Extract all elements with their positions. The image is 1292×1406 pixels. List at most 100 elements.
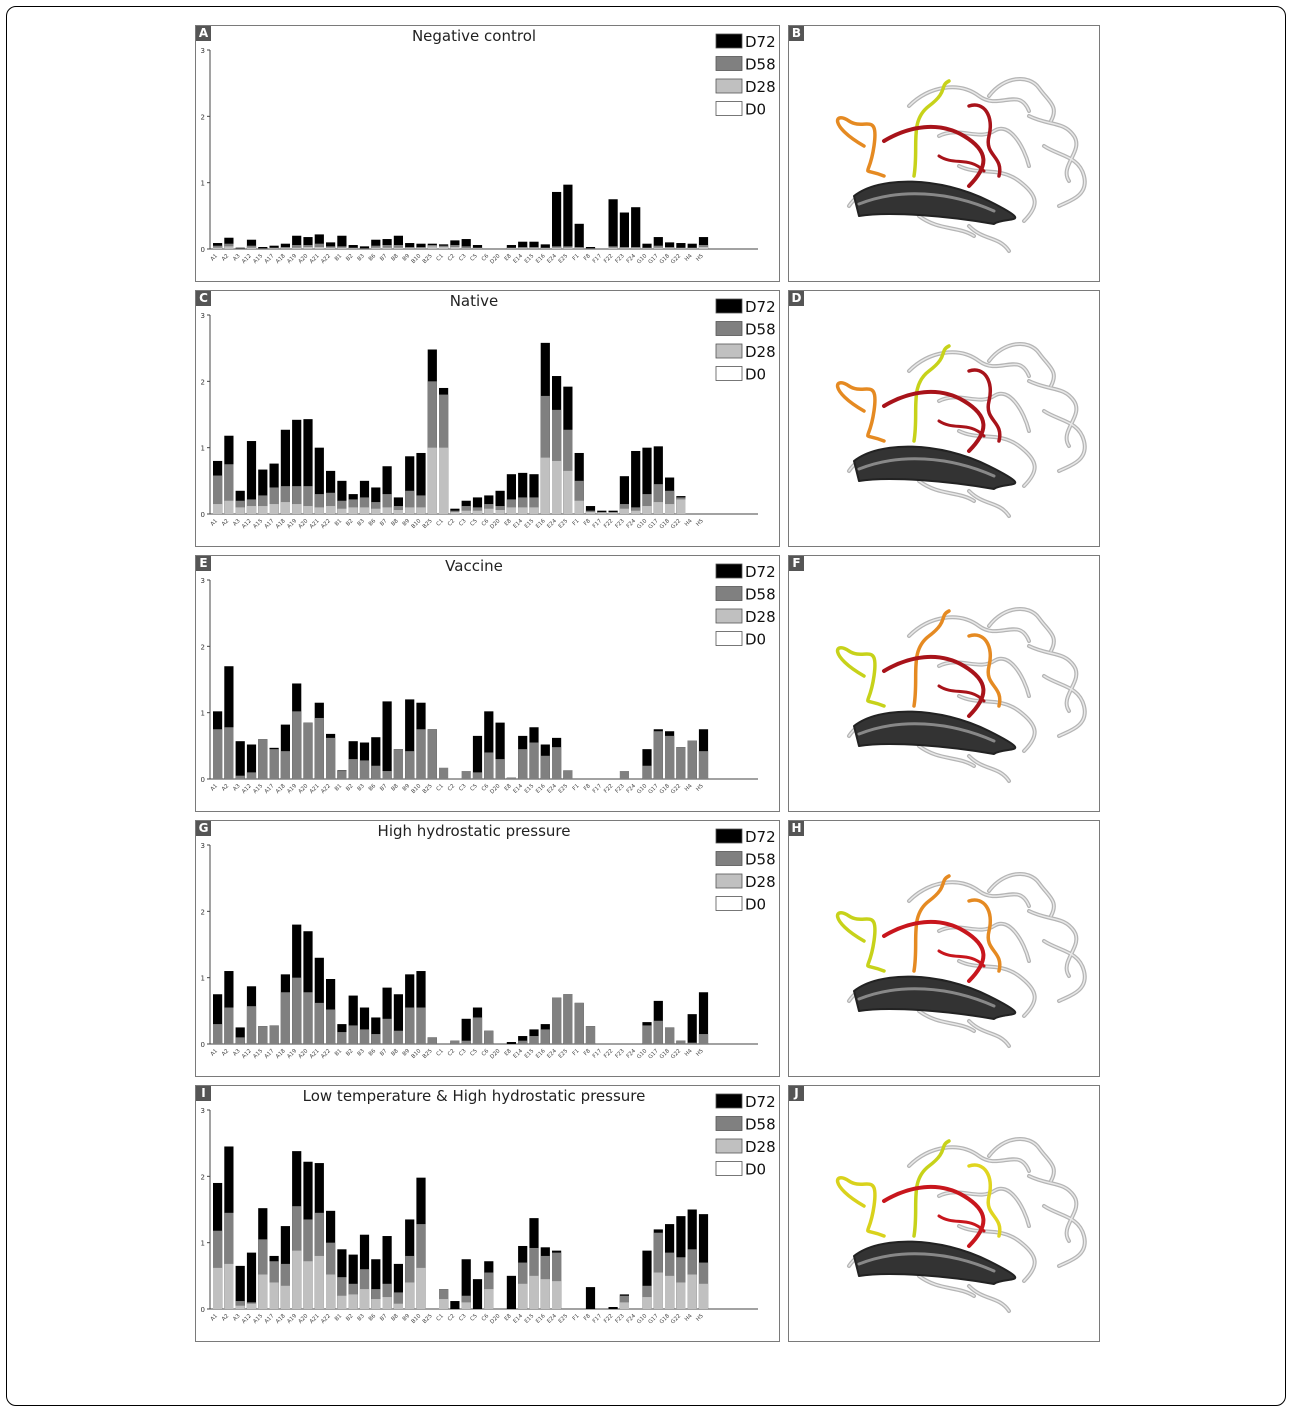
bar-d58 (235, 1037, 245, 1044)
x-tick-label: B2 (345, 518, 354, 527)
bar-d28 (563, 470, 573, 514)
bar-d72 (518, 241, 528, 249)
bar-d58 (269, 487, 279, 514)
bar-d72 (371, 487, 381, 514)
bar-d72 (382, 987, 392, 1044)
bar-d72 (235, 1265, 245, 1309)
bar-d58 (439, 1289, 449, 1309)
bar-d58 (314, 243, 324, 249)
x-tick-label: D20 (489, 1048, 502, 1061)
x-tick-label: B2 (345, 783, 354, 792)
bar-d28 (665, 1275, 675, 1309)
bar-d58 (280, 486, 290, 514)
bar-d58 (382, 1018, 392, 1044)
x-tick-label: A3 (232, 518, 242, 528)
x-tick-label: B6 (368, 1313, 378, 1323)
bar-d28 (540, 248, 550, 249)
legend-swatch-d0 (715, 631, 743, 646)
bar-d28 (472, 510, 483, 514)
y-tick-label: 2 (201, 378, 205, 386)
bar-d28 (224, 1263, 234, 1309)
bar-d58 (326, 492, 336, 514)
bar-d72 (314, 234, 324, 249)
x-tick-label: B8 (390, 1313, 400, 1323)
x-tick-label: B2 (345, 1313, 354, 1322)
bar-d72 (213, 994, 223, 1044)
x-tick-label: E25 (558, 1048, 570, 1060)
bar-d72 (314, 957, 324, 1044)
bar-d58 (563, 770, 573, 779)
x-tick-label: B10 (411, 783, 423, 795)
x-tick-label: A20 (298, 783, 310, 795)
bar-d28 (314, 247, 324, 249)
bar-d72 (653, 446, 663, 514)
x-tick-label: F17 (592, 1048, 604, 1060)
y-tick-label: 2 (201, 1173, 205, 1181)
x-tick-label: F1 (572, 1313, 581, 1322)
bar-d72 (416, 452, 426, 514)
x-tick-label: F24 (626, 1048, 638, 1060)
chart-title: Low temperature & High hydrostatic press… (303, 1087, 646, 1105)
x-tick-label: C1 (436, 253, 445, 262)
chart-panel-e: E Vaccine 0 1 2 3 A1 A2 A3 A12 A15 A17 A18 A19 A20 A21… (195, 555, 780, 812)
x-tick-label: C1 (436, 518, 445, 527)
bar-d58 (529, 497, 539, 514)
x-tick-label: B8 (390, 783, 400, 793)
x-tick-label: A18 (275, 253, 287, 265)
x-tick-label: G18 (659, 518, 672, 531)
bar-d58 (529, 1036, 539, 1044)
x-tick-label: A19 (286, 518, 298, 530)
x-tick-label: E8 (504, 1048, 514, 1058)
bar-d58 (552, 747, 562, 779)
legend-swatch-d28 (715, 1138, 743, 1154)
x-tick-label: A15 (252, 1313, 264, 1325)
x-tick-label: C2 (447, 1048, 456, 1057)
x-tick-label: G10 (636, 1313, 649, 1326)
bar-d28 (619, 1302, 629, 1309)
legend-label: D72 (745, 563, 776, 581)
x-tick-label: E25 (558, 253, 570, 265)
x-tick-label: A20 (298, 253, 310, 265)
legend-label: D72 (745, 828, 776, 846)
bar-d28 (653, 502, 663, 514)
bar-d28 (382, 247, 392, 249)
bar-d28 (246, 506, 257, 514)
y-tick-label: 1 (201, 180, 205, 188)
x-tick-label: A17 (264, 1313, 276, 1325)
bar-d28 (326, 247, 336, 249)
protein-structure-image (835, 871, 1087, 1048)
legend-swatch-d72 (715, 828, 743, 844)
bar-d28 (269, 504, 279, 514)
y-tick-label: 2 (201, 908, 205, 916)
bar-d28 (619, 248, 629, 249)
x-tick-label: F23 (614, 1313, 626, 1325)
x-tick-label: C5 (469, 518, 479, 528)
bar-d72 (348, 1254, 358, 1309)
bar-d28 (292, 504, 302, 514)
chart-low-temp-high-pressure: Low temperature & High hydrostatic press… (201, 1087, 776, 1326)
bar-d58 (653, 731, 663, 779)
bar-d28 (642, 506, 652, 514)
x-tick-label: B10 (411, 253, 423, 265)
bar-d28 (529, 507, 539, 514)
bar-d28 (314, 1255, 324, 1309)
x-tick-label: E24 (546, 1313, 558, 1325)
bar-d28 (665, 504, 675, 514)
x-tick-label: B25 (422, 253, 434, 265)
x-tick-label: E14 (512, 783, 524, 795)
bar-d58 (326, 737, 336, 779)
chart-negative-control: Negative control 0 1 2 3 A1 A2 A3 A12 A15 A17 A18 A1… (201, 27, 776, 265)
bar-d28 (439, 1299, 449, 1309)
x-tick-label: G17 (648, 1048, 661, 1061)
x-tick-label: A22 (320, 253, 332, 265)
x-tick-label: C6 (481, 518, 491, 528)
bar-d28 (246, 1303, 257, 1309)
x-tick-label: A2 (221, 518, 230, 527)
x-tick-label: B1 (334, 783, 343, 792)
protein-structure-image (835, 606, 1087, 783)
bar-d28 (495, 510, 505, 514)
bar-d58 (359, 1269, 370, 1309)
x-tick-label: F23 (614, 253, 626, 265)
bar-d58 (653, 484, 663, 514)
legend-swatch-d0 (715, 1161, 743, 1176)
